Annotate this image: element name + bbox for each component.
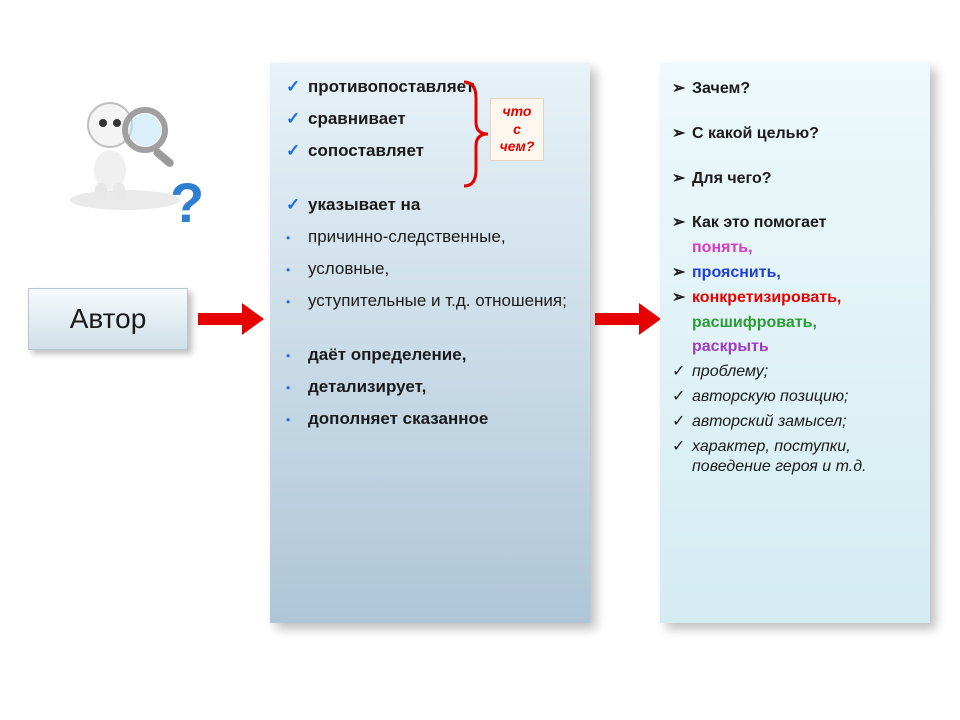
tail-text: авторский замысел; (692, 412, 847, 433)
question-item: ➢С какой целью? (672, 124, 918, 145)
dot-icon: • (286, 409, 308, 427)
curly-bracket-icon (460, 78, 490, 190)
list-item: •даёт определение, (286, 345, 574, 365)
keyword-item: понять, (672, 238, 918, 259)
help-lead-item: ➢Как это помогает (672, 213, 918, 234)
item-text: дополняет сказанное (308, 409, 488, 429)
list-item: •дополняет сказанное (286, 409, 574, 429)
item-text: условные, (308, 259, 389, 279)
keyword-item: ➢прояснить, (672, 263, 918, 284)
dot-icon: • (286, 259, 308, 277)
check-icon: ✓ (672, 437, 692, 458)
question-item: ➢Для чего? (672, 169, 918, 190)
bracket-label-box: что с чем? (490, 98, 544, 161)
check-icon: ✓ (286, 141, 308, 161)
check-icon: ✓ (286, 77, 308, 97)
author-label: Автор (70, 303, 147, 335)
right-panel: ➢Зачем?➢С какой целью?➢Для чего?➢Как это… (660, 63, 930, 623)
question-item: ➢Зачем? (672, 79, 918, 100)
triangle-icon: ➢ (672, 124, 692, 145)
keyword-text: расшифровать, (692, 313, 817, 334)
question-text: С какой целью? (692, 124, 819, 145)
question-text: Для чего? (692, 169, 772, 190)
list-item: ✓указывает на (286, 195, 574, 215)
check-icon: ✓ (286, 109, 308, 129)
bracket-label-l3: чем? (493, 138, 541, 156)
triangle-icon: ➢ (672, 213, 692, 234)
dot-icon: • (286, 291, 308, 309)
list-item: •детализирует, (286, 377, 574, 397)
item-text: сравнивает (308, 109, 406, 129)
keyword-text: прояснить, (692, 263, 781, 284)
list-item: ✓противопоставляет (286, 77, 574, 97)
author-label-box: Автор (28, 288, 188, 350)
keyword-text: конкретизировать, (692, 288, 841, 309)
tail-item: ✓характер, поступки, поведение героя и т… (672, 437, 918, 479)
item-text: сопоставляет (308, 141, 424, 161)
item-text: уступительные и т.д. отношения; (308, 291, 567, 311)
item-text: даёт определение, (308, 345, 466, 365)
dot-icon: • (286, 345, 308, 363)
triangle-icon: ➢ (672, 263, 692, 284)
check-icon: ✓ (672, 387, 692, 408)
item-text: детализирует, (308, 377, 426, 397)
triangle-icon: ➢ (672, 169, 692, 190)
dot-icon: • (286, 377, 308, 395)
tail-item: ✓авторскую позицию; (672, 387, 918, 408)
dot-icon: • (286, 227, 308, 245)
item-text: противопоставляет (308, 77, 474, 97)
keyword-text: раскрыть (692, 337, 769, 358)
tail-item: ✓проблему; (672, 362, 918, 383)
help-lead-text: Как это помогает (692, 213, 827, 234)
question-text: Зачем? (692, 79, 750, 100)
bracket-label-l1: что (493, 103, 541, 121)
list-item: •причинно-следственные, (286, 227, 574, 247)
list-item: •условные, (286, 259, 574, 279)
item-text: указывает на (308, 195, 420, 215)
keyword-item: расшифровать, (672, 313, 918, 334)
question-mark-icon: ? (170, 170, 204, 235)
tail-text: авторскую позицию; (692, 387, 848, 408)
right-list: ➢Зачем?➢С какой целью?➢Для чего?➢Как это… (672, 79, 918, 478)
keyword-text: понять, (692, 238, 753, 259)
keyword-item: раскрыть (672, 337, 918, 358)
check-icon: ✓ (286, 195, 308, 215)
check-icon: ✓ (672, 362, 692, 383)
triangle-icon: ➢ (672, 288, 692, 309)
item-text: причинно-следственные, (308, 227, 506, 247)
check-icon: ✓ (672, 412, 692, 433)
keyword-item: ➢конкретизировать, (672, 288, 918, 309)
tail-text: проблему; (692, 362, 768, 383)
arrow-right-1-icon (198, 303, 264, 335)
tail-text: характер, поступки, поведение героя и т.… (692, 437, 918, 479)
triangle-icon: ➢ (672, 79, 692, 100)
bracket-label-l2: с (493, 121, 541, 139)
list-item: •уступительные и т.д. отношения; (286, 291, 574, 311)
arrow-right-2-icon (595, 303, 661, 335)
tail-item: ✓авторский замысел; (672, 412, 918, 433)
